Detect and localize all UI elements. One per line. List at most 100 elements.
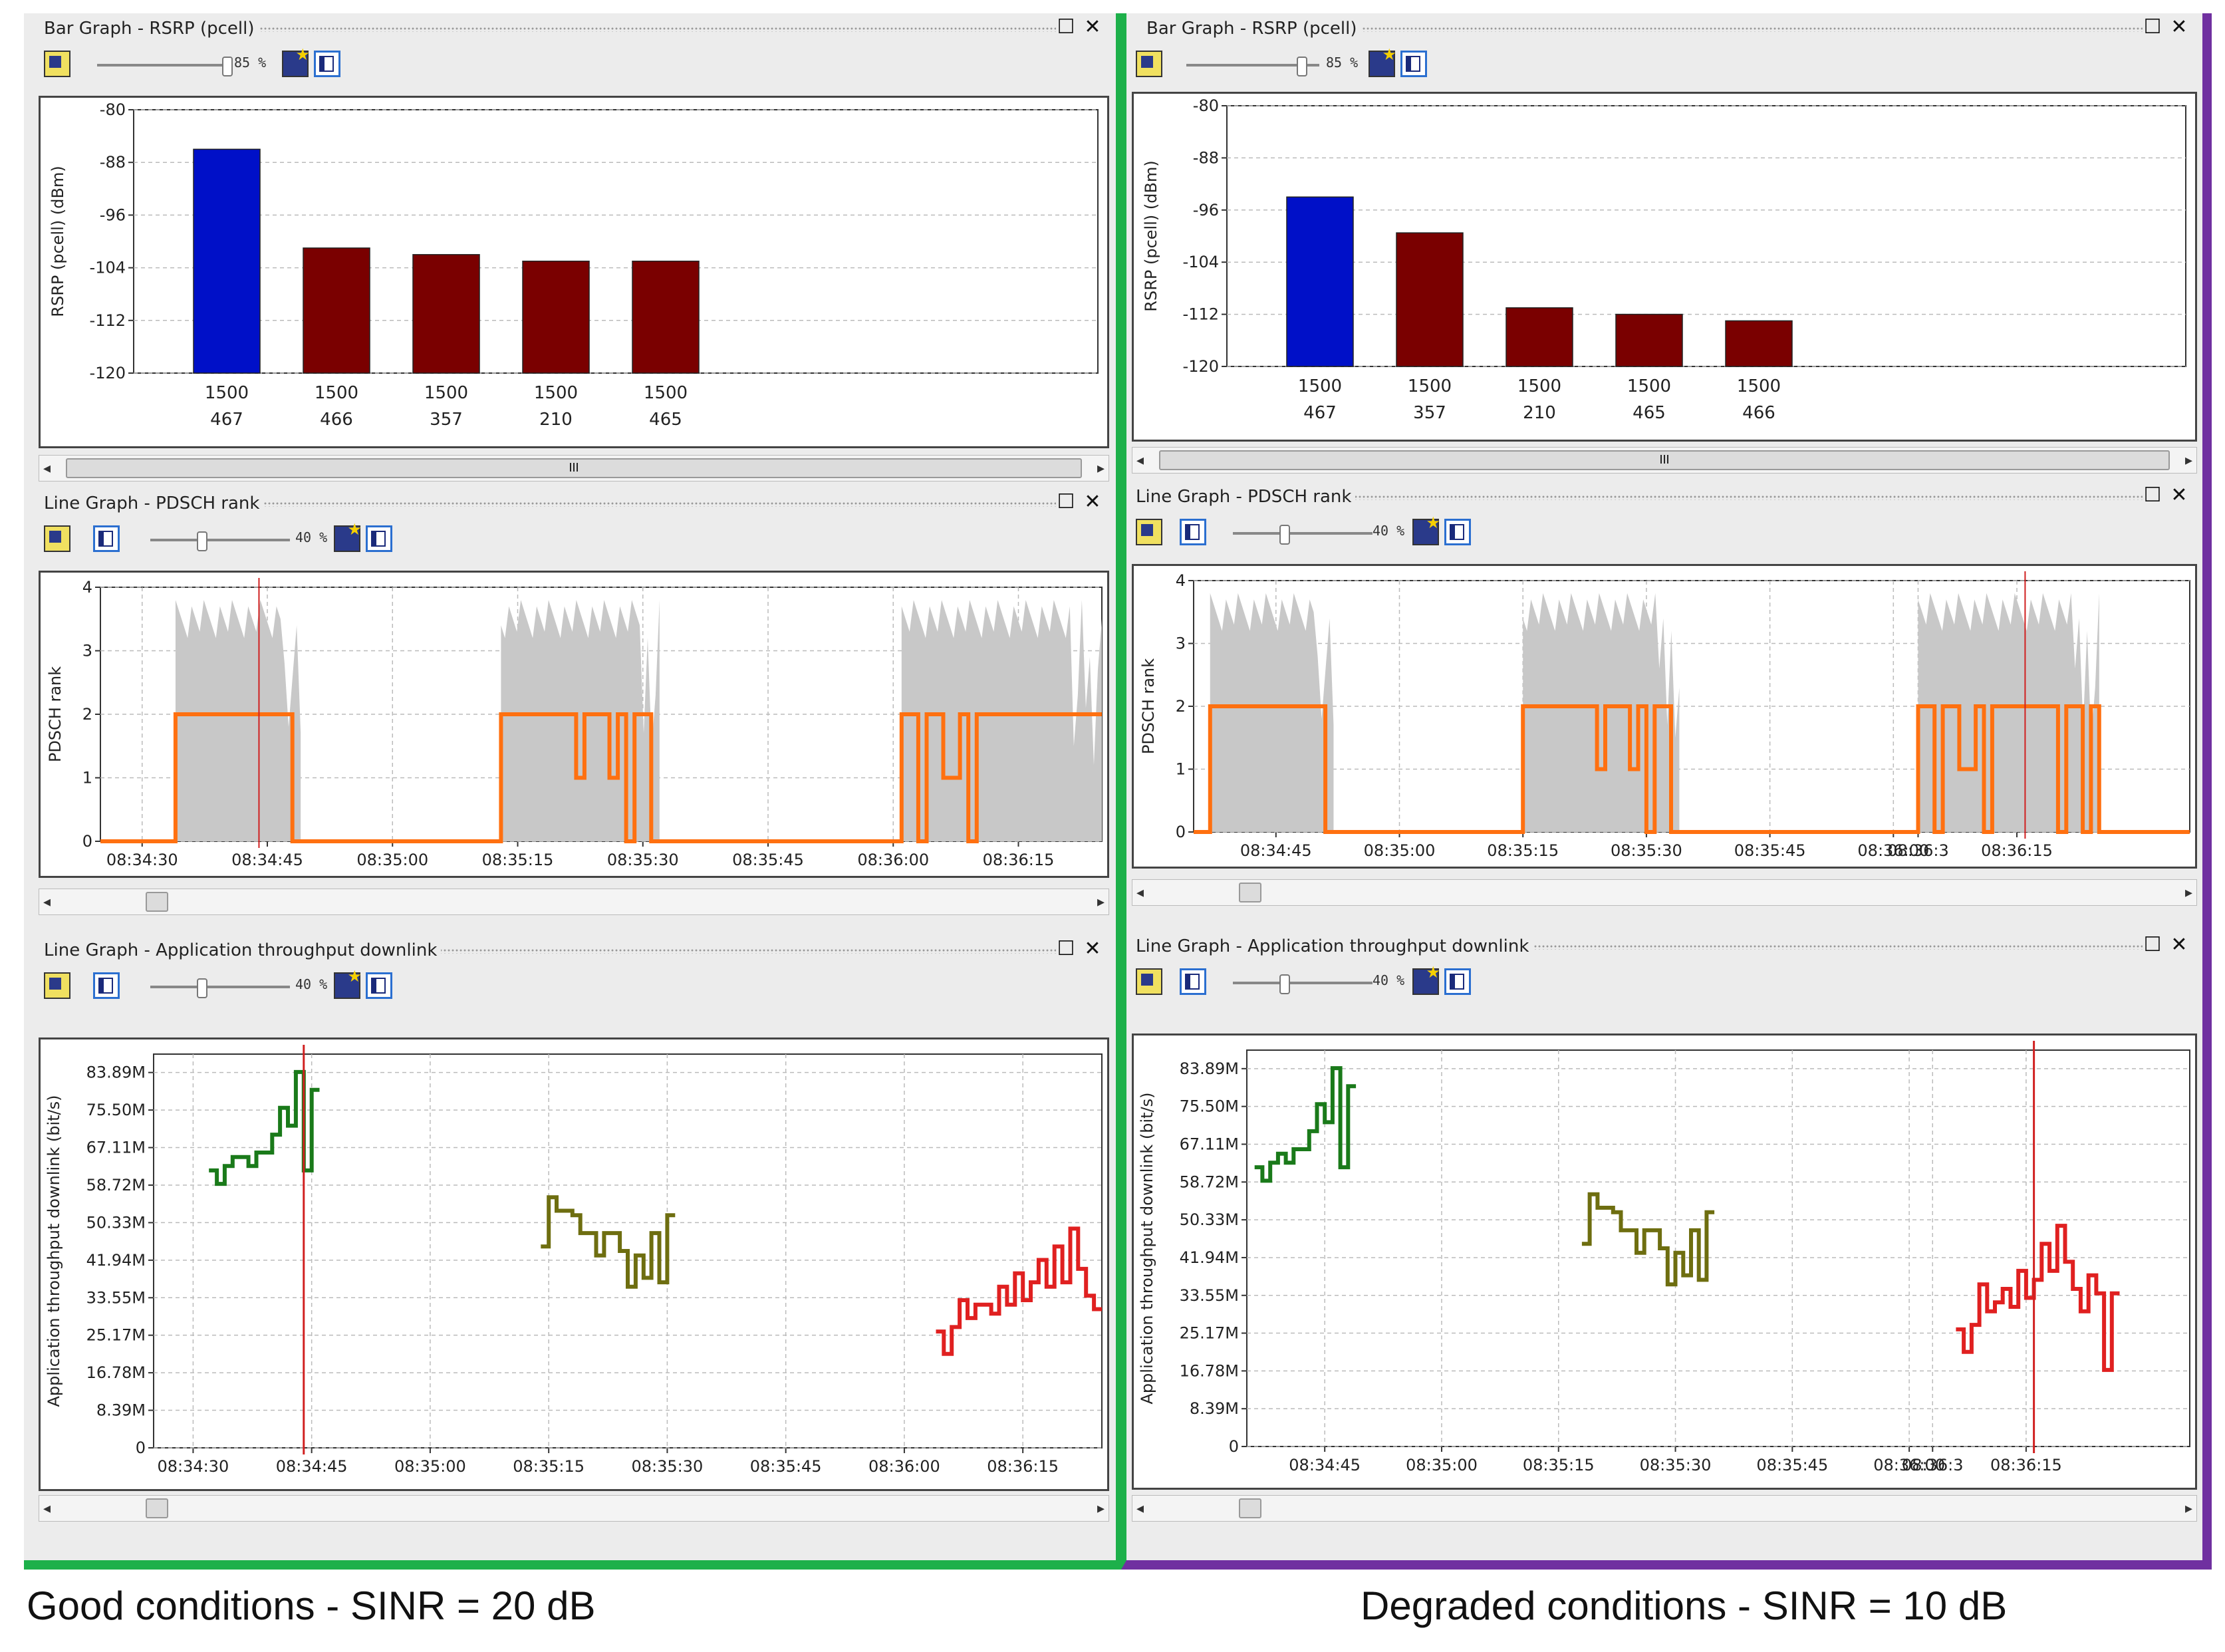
throughput-chart: 08:34:30 08:34:45 08:35:00 08:35:15 08:35:30…	[45, 1045, 1103, 1476]
y-tick-label: 16.78M	[86, 1363, 146, 1382]
close-icon[interactable]: ✕	[1084, 937, 1101, 960]
scroll-left-icon[interactable]: ◂	[1136, 884, 1144, 900]
scroll-thumb[interactable]	[1239, 1498, 1261, 1518]
y-tick-label: 0	[1176, 823, 1186, 841]
x-tick-label: 1500	[424, 383, 468, 403]
x-tick-label: 08:36:00	[1857, 841, 1929, 860]
throughput-chart: 08:34:45 08:35:00 08:35:15 08:35:30 08:35:45…	[1138, 1041, 2190, 1474]
properties-icon[interactable]	[44, 51, 70, 77]
properties-icon[interactable]	[1136, 968, 1162, 995]
zoom-slider[interactable]	[97, 57, 233, 76]
scroll-left-icon[interactable]: ◂	[43, 1500, 51, 1516]
rank-fill-area	[901, 600, 1102, 841]
add-item-icon[interactable]	[1412, 963, 1440, 995]
horizontal-scrollbar[interactable]: ◂ ▸	[39, 889, 1109, 915]
scroll-left-icon[interactable]: ◂	[43, 893, 51, 910]
bar	[632, 260, 700, 374]
x-tick-label: 466	[1742, 403, 1775, 423]
chart-area: 08:34:45 08:35:00 08:35:15 08:35:30 08:35:45…	[1132, 564, 2197, 869]
close-icon[interactable]: ✕	[2170, 933, 2188, 956]
layout-icon[interactable]	[314, 51, 340, 77]
pdsch-rank-chart: 08:34:30 08:34:45 08:35:00 08:35:15 08:35:30…	[46, 578, 1103, 869]
layout-icon[interactable]	[366, 525, 392, 552]
horizontal-scrollbar[interactable]: ◂ ▸	[39, 1495, 1109, 1522]
x-tick-label: 08:35:30	[607, 851, 679, 869]
scroll-right-icon[interactable]: ▸	[2184, 884, 2192, 900]
scroll-left-icon[interactable]: ◂	[1136, 452, 1144, 468]
scroll-left-icon[interactable]: ◂	[1136, 1500, 1144, 1516]
y-tick-label: 41.94M	[86, 1251, 146, 1270]
y-tick-label: 3	[1176, 634, 1186, 653]
layout-icon[interactable]	[1180, 519, 1206, 545]
add-item-icon[interactable]	[334, 967, 362, 999]
drag-grip[interactable]	[1146, 27, 2143, 32]
scroll-thumb[interactable]: III	[1159, 450, 2170, 470]
layout-icon[interactable]	[1180, 968, 1206, 995]
layout-icon[interactable]	[1444, 968, 1471, 995]
x-tick-label: 1500	[1298, 376, 1342, 396]
zoom-slider[interactable]	[150, 531, 290, 551]
horizontal-scrollbar[interactable]: ◂ ▸	[1132, 879, 2197, 906]
add-item-icon[interactable]	[334, 520, 362, 552]
zoom-slider[interactable]	[1233, 525, 1373, 545]
properties-icon[interactable]	[44, 525, 70, 552]
close-icon[interactable]: ✕	[1084, 490, 1101, 513]
scroll-right-icon[interactable]: ▸	[2184, 1500, 2192, 1516]
close-icon[interactable]: ✕	[2170, 15, 2188, 39]
drag-grip[interactable]	[44, 501, 1056, 507]
horizontal-scrollbar[interactable]: ◂ III ▸	[1132, 447, 2197, 474]
x-tick-label: 08:35:00	[356, 851, 428, 869]
drag-grip[interactable]	[44, 948, 1056, 954]
properties-icon[interactable]	[1136, 519, 1162, 545]
panel-title: Line Graph - PDSCH rank	[1136, 487, 1356, 507]
add-item-icon[interactable]	[282, 45, 310, 77]
layout-icon[interactable]	[93, 972, 120, 999]
x-tick-label: 08:36:3	[1902, 1456, 1964, 1474]
properties-icon[interactable]	[44, 972, 70, 999]
layout-icon[interactable]	[1444, 519, 1471, 545]
properties-icon[interactable]	[1136, 51, 1162, 77]
scroll-right-icon[interactable]: ▸	[2184, 452, 2192, 468]
layout-icon[interactable]	[93, 525, 120, 552]
maximize-icon[interactable]: ☐	[1057, 937, 1075, 960]
zoom-level: 40 %	[1373, 523, 1405, 539]
scroll-right-icon[interactable]: ▸	[1097, 893, 1105, 910]
zoom-slider[interactable]	[1186, 57, 1319, 76]
close-icon[interactable]: ✕	[1084, 15, 1101, 39]
maximize-icon[interactable]: ☐	[2143, 483, 2162, 507]
layout-icon[interactable]	[1400, 51, 1427, 77]
bar-graph-panel: Bar Graph - RSRP (pcell) ☐ ✕ 85 % -80 -88…	[1126, 13, 2202, 474]
maximize-icon[interactable]: ☐	[1057, 490, 1075, 513]
drag-grip[interactable]	[1146, 495, 2143, 500]
maximize-icon[interactable]: ☐	[2143, 15, 2162, 39]
zoom-slider[interactable]	[1233, 974, 1373, 994]
layout-icon[interactable]	[366, 972, 392, 999]
zoom-level: 85 %	[1326, 55, 1359, 70]
x-tick-label: 08:35:00	[1406, 1456, 1478, 1474]
x-tick-label: 08:36:15	[1990, 1456, 2062, 1474]
drag-grip[interactable]	[44, 27, 1056, 32]
scroll-right-icon[interactable]: ▸	[1097, 1500, 1105, 1516]
maximize-icon[interactable]: ☐	[2143, 933, 2162, 956]
drag-grip[interactable]	[1146, 944, 2143, 950]
scroll-thumb[interactable]: III	[66, 458, 1082, 478]
scroll-right-icon[interactable]: ▸	[1097, 460, 1105, 476]
horizontal-scrollbar[interactable]: ◂ III ▸	[39, 455, 1109, 482]
panel-titlebar: Line Graph - Application throughput down…	[1126, 931, 2202, 960]
y-axis-label: Application throughput downlink (bit/s)	[1138, 1093, 1156, 1405]
maximize-icon[interactable]: ☐	[1057, 15, 1075, 39]
add-item-icon[interactable]	[1369, 45, 1396, 77]
y-tick-label: -88	[100, 153, 126, 172]
scroll-left-icon[interactable]: ◂	[43, 460, 51, 476]
scroll-thumb[interactable]	[146, 892, 168, 912]
scroll-thumb[interactable]	[146, 1498, 168, 1518]
horizontal-scrollbar[interactable]: ◂ ▸	[1132, 1495, 2197, 1522]
x-tick-label: 08:35:30	[1611, 841, 1682, 860]
zoom-slider[interactable]	[150, 978, 290, 998]
rank-fill-area	[1523, 593, 1680, 832]
add-item-icon[interactable]	[1412, 513, 1440, 545]
pdsch-rank-panel: Line Graph - PDSCH rank ☐ ✕ 40 % 08:34:4…	[1126, 482, 2202, 934]
close-icon[interactable]: ✕	[2170, 483, 2188, 507]
scroll-thumb[interactable]	[1239, 883, 1261, 902]
y-tick-label: 16.78M	[1180, 1361, 1239, 1380]
